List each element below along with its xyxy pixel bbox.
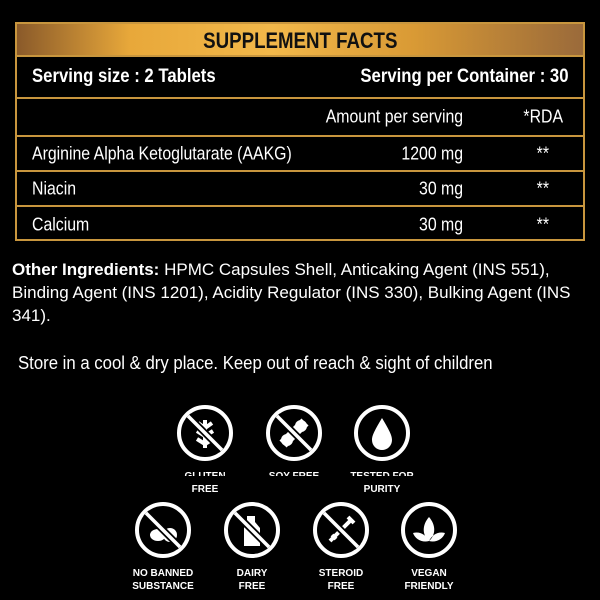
facts-header: SUPPLEMENT FACTS: [17, 24, 583, 57]
nutrient-rda: **: [536, 214, 549, 234]
badge-label-line1: STEROID: [318, 568, 364, 579]
nutrient-name: Calcium: [32, 214, 90, 234]
storage-instructions: Store in a cool & dry place. Keep out of…: [18, 353, 493, 373]
purity-drop-icon: [353, 404, 411, 462]
badge-label-line2: FREE: [191, 484, 219, 495]
badge-label-line2: FREE: [327, 581, 355, 592]
soy-free-icon: [265, 404, 323, 462]
nutrient-name: Arginine Alpha Ketoglutarate (AAKG): [32, 143, 292, 163]
dairy-free-icon: [223, 501, 281, 559]
badge-label-line1: SOY FREE: [244, 470, 344, 476]
badge-label-line1: GLUTEN: [155, 470, 255, 476]
badge-label-line2: FREE: [238, 581, 266, 592]
nutrient-rda: **: [536, 178, 549, 198]
badge-label-line1: TESTED FOR: [332, 470, 432, 476]
vegan-icon: [400, 501, 458, 559]
nutrient-row: Calcium 30 mg **: [17, 207, 583, 242]
servings-per-container: Serving per Container : 30: [360, 66, 569, 87]
serving-row: Serving size : 2 Tablets Serving per Con…: [17, 57, 583, 99]
serving-size: Serving size : 2 Tablets: [32, 66, 216, 87]
supplement-facts-table: SUPPLEMENT FACTS Serving size : 2 Tablet…: [15, 22, 585, 241]
other-ingredients-text: HPMC Capsules Shell, Anticaking Agent (I…: [12, 260, 571, 325]
nutrient-amount: 30 mg: [418, 178, 463, 198]
gluten-free-icon: [176, 404, 234, 462]
other-ingredients-label: Other Ingredients:: [12, 260, 160, 279]
badge-label-line2: FRIENDLY: [404, 581, 454, 592]
badge-label-line1: NO BANNED: [132, 568, 194, 579]
badge-label: SOY FREE: [244, 470, 344, 483]
steroid-free-icon: [312, 501, 370, 559]
badge-label: TESTED FOR PURITY: [332, 470, 432, 496]
nutrient-amount: 30 mg: [418, 214, 463, 234]
amount-header: Amount per serving: [325, 106, 463, 127]
badge-label: GLUTEN FREE: [155, 470, 255, 496]
badge-label: STEROID FREE: [291, 567, 391, 593]
badge-label: NO BANNED SUBSTANCE: [113, 567, 213, 593]
rda-header: *RDA: [523, 106, 563, 127]
badge-label-line2: PURITY: [363, 484, 401, 495]
badge-label: VEGAN FRIENDLY: [379, 567, 479, 593]
nutrient-row: Arginine Alpha Ketoglutarate (AAKG) 1200…: [17, 137, 583, 172]
nutrient-amount: 1200 mg: [401, 143, 463, 163]
nutrient-rda: **: [536, 143, 549, 163]
badge-label-line2: SUBSTANCE: [132, 581, 194, 592]
badge-label-line1: DAIRY: [236, 568, 268, 579]
no-banned-substance-icon: [134, 501, 192, 559]
nutrient-name: Niacin: [32, 178, 77, 198]
badge-label-line1: VEGAN: [411, 568, 447, 579]
nutrient-row: Niacin 30 mg **: [17, 172, 583, 207]
other-ingredients: Other Ingredients: HPMC Capsules Shell, …: [12, 258, 592, 327]
badge-label: DAIRY FREE: [202, 567, 302, 593]
column-header-row: Amount per serving *RDA: [17, 99, 583, 137]
